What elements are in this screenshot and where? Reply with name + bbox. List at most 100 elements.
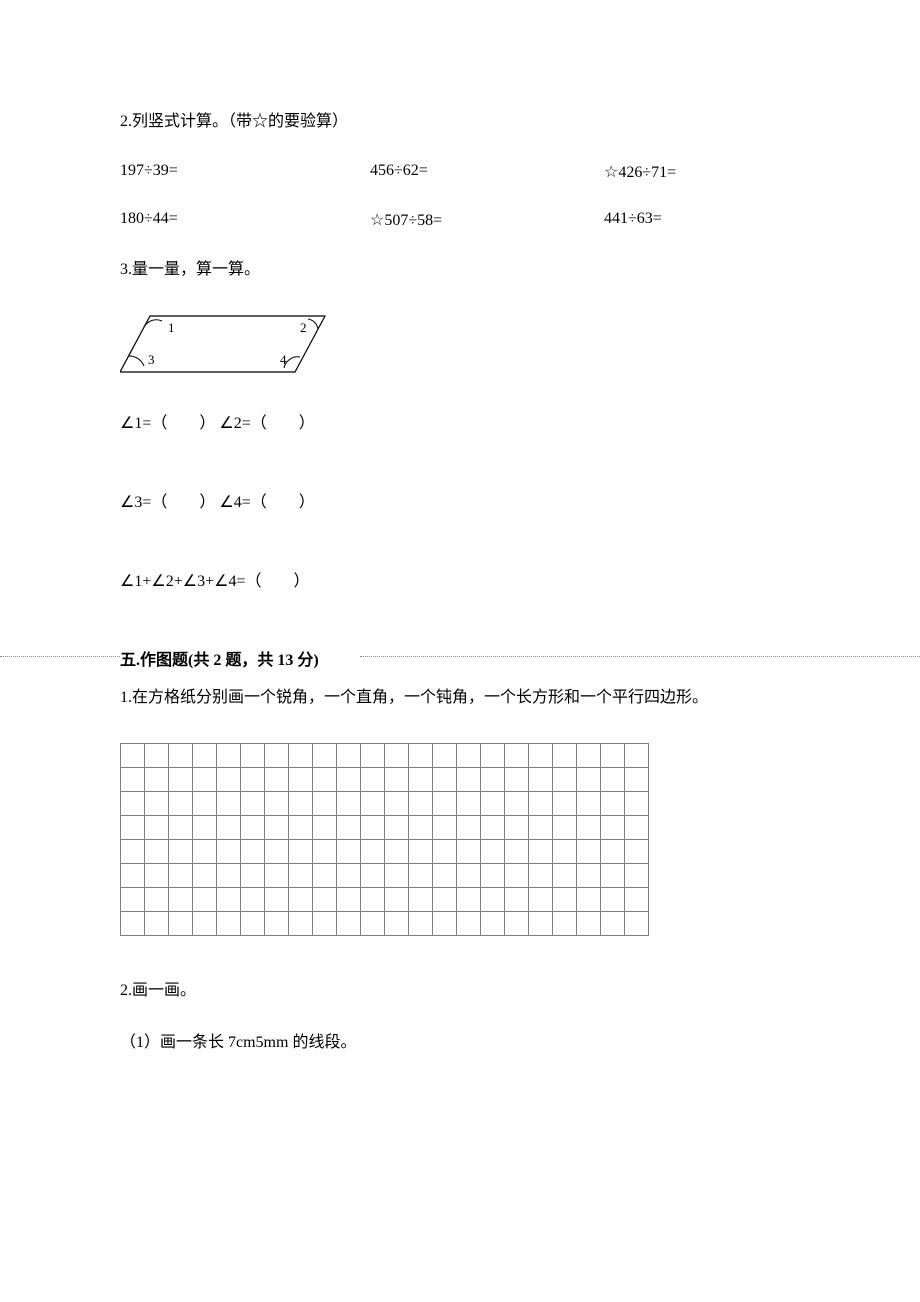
section-5-heading-wrap: 五.作图题(共 2 题，共 13 分) bbox=[120, 646, 800, 668]
grid-cell bbox=[601, 912, 625, 936]
grid-cell bbox=[145, 912, 169, 936]
grid-cell bbox=[193, 816, 217, 840]
grid-cell bbox=[553, 888, 577, 912]
section5-q2: 2.画一画。 bbox=[120, 976, 800, 1000]
grid-cell bbox=[313, 768, 337, 792]
grid-cell bbox=[601, 840, 625, 864]
grid-cell bbox=[169, 912, 193, 936]
grid-cell bbox=[601, 768, 625, 792]
grid-cell bbox=[169, 744, 193, 768]
grid-cell bbox=[457, 792, 481, 816]
grid-cell bbox=[361, 744, 385, 768]
grid-cell bbox=[577, 888, 601, 912]
grid-cell bbox=[217, 864, 241, 888]
grid-cell bbox=[241, 912, 265, 936]
grid-cell bbox=[169, 792, 193, 816]
grid-cell bbox=[289, 768, 313, 792]
section-5-heading: 五.作图题(共 2 题，共 13 分) bbox=[120, 652, 323, 669]
grid-cell bbox=[433, 768, 457, 792]
svg-text:4: 4 bbox=[280, 352, 287, 367]
grid-cell bbox=[193, 768, 217, 792]
grid-cell bbox=[601, 792, 625, 816]
grid-cell bbox=[505, 768, 529, 792]
grid-cell bbox=[433, 864, 457, 888]
grid-cell bbox=[289, 864, 313, 888]
grid-cell bbox=[481, 912, 505, 936]
grid-cell bbox=[265, 816, 289, 840]
grid-cell bbox=[361, 888, 385, 912]
q3-angles-line3: ∠1+∠2+∠3+∠4=（ ） bbox=[120, 567, 800, 591]
grid-cell bbox=[217, 840, 241, 864]
grid-cell bbox=[121, 792, 145, 816]
grid-cell bbox=[409, 888, 433, 912]
q3-title: 3.量一量，算一算。 bbox=[120, 258, 800, 282]
grid-cell bbox=[145, 864, 169, 888]
grid-cell bbox=[193, 792, 217, 816]
q2-row-1: 197÷39= 456÷62= ☆426÷71= bbox=[120, 162, 800, 182]
grid-cell bbox=[313, 816, 337, 840]
grid-cell bbox=[289, 792, 313, 816]
grid-cell bbox=[241, 840, 265, 864]
grid-cell bbox=[409, 816, 433, 840]
grid-cell bbox=[625, 912, 649, 936]
grid-cell bbox=[337, 744, 361, 768]
grid-cell bbox=[313, 792, 337, 816]
q3-angles-line1: ∠1=（ ） ∠2=（ ） bbox=[120, 409, 800, 433]
grid-cell bbox=[433, 840, 457, 864]
grid-cell bbox=[505, 840, 529, 864]
grid-cell bbox=[121, 864, 145, 888]
grid-cell bbox=[409, 768, 433, 792]
grid-cell bbox=[145, 768, 169, 792]
parallelogram-svg: 1234 bbox=[120, 310, 340, 380]
grid-cell bbox=[481, 888, 505, 912]
grid-cell bbox=[577, 912, 601, 936]
grid-cell bbox=[625, 768, 649, 792]
grid-cell bbox=[529, 744, 553, 768]
heading-rule-left bbox=[0, 656, 120, 657]
grid-cell bbox=[457, 768, 481, 792]
grid-cell bbox=[409, 840, 433, 864]
grid-cell bbox=[433, 792, 457, 816]
grid-cell bbox=[337, 864, 361, 888]
grid-cell bbox=[121, 816, 145, 840]
svg-text:2: 2 bbox=[300, 320, 307, 335]
grid-cell bbox=[577, 864, 601, 888]
grid-cell bbox=[265, 888, 289, 912]
grid-cell bbox=[337, 768, 361, 792]
grid-cell bbox=[577, 744, 601, 768]
grid-cell bbox=[217, 792, 241, 816]
grid-cell bbox=[241, 768, 265, 792]
grid-cell bbox=[529, 888, 553, 912]
grid-cell bbox=[385, 768, 409, 792]
grid-cell bbox=[169, 768, 193, 792]
grid-cell bbox=[409, 864, 433, 888]
grid-cell bbox=[481, 840, 505, 864]
grid-cell bbox=[481, 816, 505, 840]
grid-cell bbox=[577, 792, 601, 816]
q2-r1-c2: 456÷62= bbox=[370, 162, 600, 182]
grid-cell bbox=[241, 744, 265, 768]
grid-cell bbox=[601, 888, 625, 912]
grid-cell bbox=[313, 744, 337, 768]
grid-cell bbox=[241, 888, 265, 912]
grid-cell bbox=[505, 816, 529, 840]
grid-cell bbox=[217, 888, 241, 912]
grid-cell bbox=[121, 840, 145, 864]
grid-cell bbox=[553, 840, 577, 864]
grid-cell bbox=[217, 816, 241, 840]
grid-cell bbox=[457, 864, 481, 888]
grid-cell bbox=[385, 792, 409, 816]
grid-cell bbox=[553, 768, 577, 792]
grid-cell bbox=[457, 888, 481, 912]
grid-cell bbox=[169, 864, 193, 888]
grid-cell bbox=[577, 840, 601, 864]
grid-cell bbox=[241, 864, 265, 888]
grid-cell bbox=[457, 912, 481, 936]
grid-cell bbox=[577, 816, 601, 840]
answer-grid bbox=[120, 743, 649, 936]
grid-cell bbox=[529, 768, 553, 792]
grid-cell bbox=[505, 864, 529, 888]
grid-cell bbox=[313, 840, 337, 864]
grid-cell bbox=[361, 864, 385, 888]
q2-r2-c2: ☆507÷58= bbox=[370, 210, 600, 230]
